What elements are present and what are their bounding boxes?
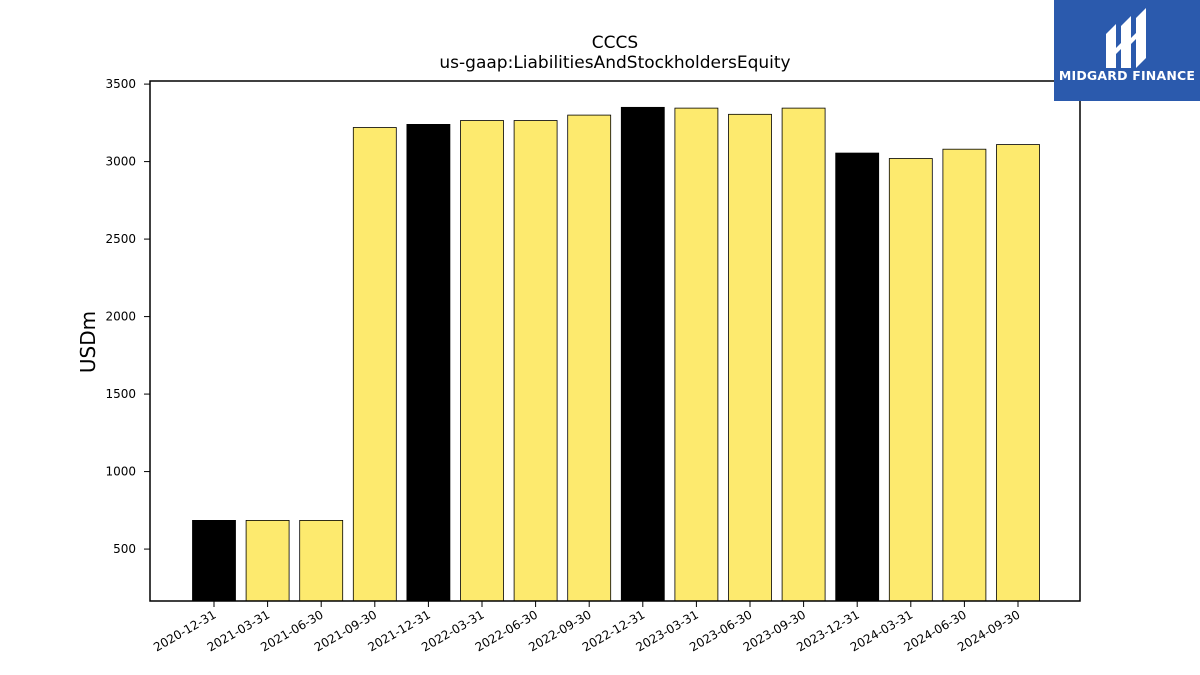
chart-title: CCCS (592, 33, 638, 53)
bar-2021-12-31 (406, 124, 451, 602)
bar-2022-12-31 (620, 106, 665, 602)
y-tick-label: 500 (113, 542, 136, 556)
bar-2021-03-31 (245, 520, 290, 602)
bar-2024-03-31 (888, 158, 933, 602)
brand-mark-icon (1106, 8, 1146, 68)
bar-2023-09-30 (781, 107, 826, 602)
brand-logo: MIDGARD FINANCE (1054, 0, 1200, 101)
chart-subtitle: us-gaap:LiabilitiesAndStockholdersEquity (439, 53, 790, 73)
bar-2022-09-30 (567, 114, 612, 602)
plot-frame (149, 80, 1081, 602)
y-tick-label: 3000 (105, 155, 136, 169)
brand-name: MIDGARD FINANCE (1058, 68, 1196, 83)
y-axis-ticks: 500 1000 1500 2000 2500 3000 3500 (105, 77, 150, 556)
bar-2021-09-30 (352, 127, 397, 602)
bar-2023-06-30 (728, 113, 772, 602)
bar-2024-09-30 (996, 144, 1040, 602)
bar-2024-06-30 (942, 148, 987, 602)
bar-2023-12-31 (835, 152, 880, 602)
bar-2023-03-31 (674, 107, 719, 602)
bars-group (192, 106, 1040, 602)
y-axis-label: USDm (76, 311, 100, 373)
bar-2022-03-31 (460, 120, 504, 602)
y-tick-label: 1000 (105, 465, 136, 479)
bar-2020-12-31 (192, 520, 236, 602)
bar-2021-06-30 (299, 520, 344, 602)
y-tick-label: 3500 (105, 77, 136, 91)
y-tick-label: 1500 (105, 387, 136, 401)
y-tick-label: 2000 (105, 310, 136, 324)
bar-2022-06-30 (513, 120, 558, 602)
y-tick-label: 2500 (105, 232, 136, 246)
x-axis-ticks: 2020-12-312021-03-312021-06-302021-09-30… (151, 601, 1023, 654)
